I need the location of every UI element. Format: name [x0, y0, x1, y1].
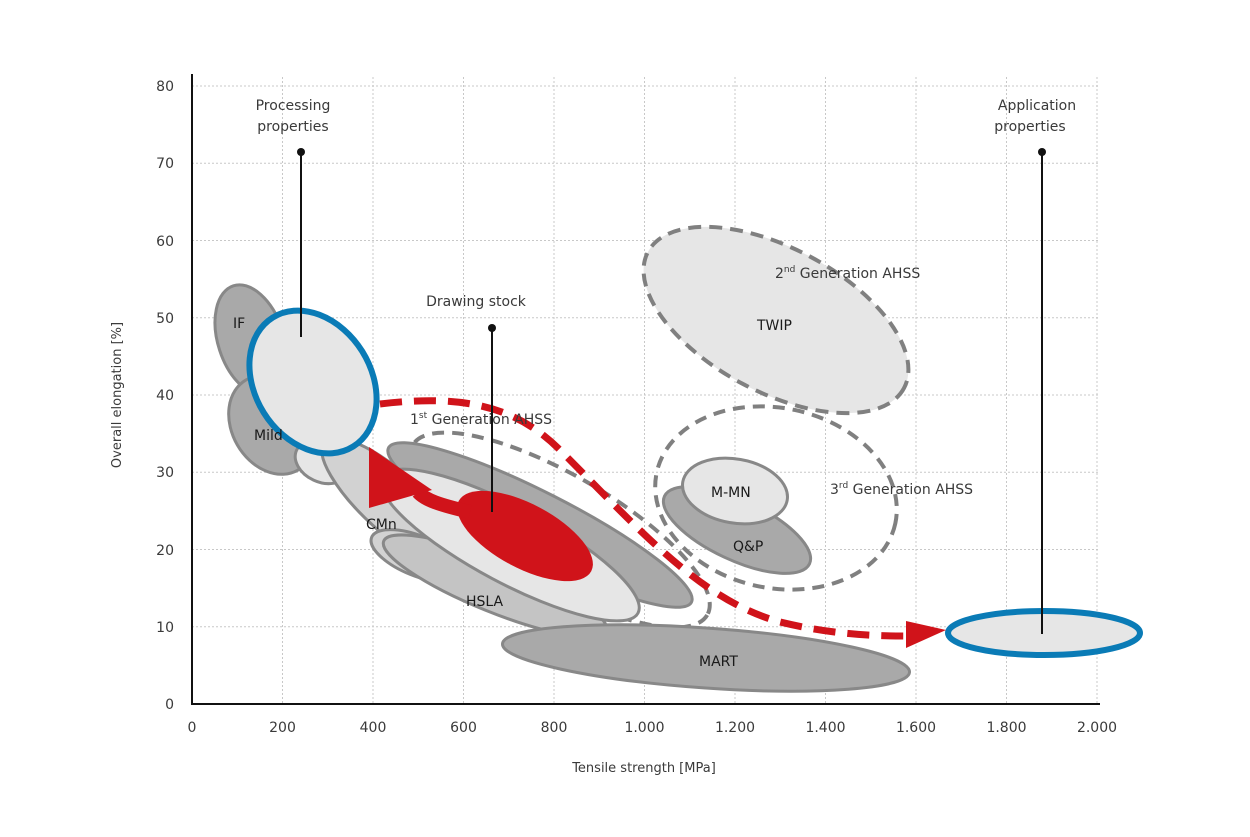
drawing-stock-label: Drawing stock: [426, 294, 527, 310]
mmn-label: M-MN: [711, 485, 751, 501]
y-tick: 20: [156, 543, 174, 559]
x-tick: 1.000: [624, 720, 664, 736]
axes: [191, 74, 1100, 705]
region-drawing-stock: [457, 490, 593, 582]
processing-properties-label-2: properties: [257, 119, 328, 135]
region-twip: [641, 224, 911, 416]
x-tick-labels: 0 200 400 600 800 1.000 1.200 1.400 1.60…: [188, 720, 1118, 736]
x-tick: 0: [188, 720, 197, 736]
arrows: [369, 397, 946, 648]
y-tick-labels: 0 10 20 30 40 50 60 70 80: [156, 79, 174, 713]
x-tick: 1.800: [986, 720, 1026, 736]
region-processing-target: [246, 307, 380, 457]
y-tick: 50: [156, 311, 174, 327]
y-tick: 30: [156, 465, 174, 481]
processing-pin-dot: [297, 148, 305, 156]
processing-arrow: [412, 486, 472, 519]
application-arrow: [379, 397, 906, 640]
x-tick: 2.000: [1077, 720, 1117, 736]
mild-label: Mild: [254, 428, 283, 444]
application-properties-label: Application: [998, 98, 1076, 114]
region-mart: [500, 623, 912, 693]
x-axis-title: Tensile strength [MPa]: [571, 761, 716, 776]
processing-properties-label: Processing: [256, 98, 331, 114]
x-tick: 400: [360, 720, 387, 736]
y-axis-title: Overall elongation [%]: [110, 322, 125, 468]
region-application-target: [945, 608, 1143, 658]
twip-label: TWIP: [756, 318, 792, 334]
annotation-pins: [297, 148, 1046, 634]
cmn-label: CMn: [366, 517, 397, 533]
y-tick: 60: [156, 234, 174, 250]
x-tick: 1.600: [896, 720, 936, 736]
x-tick: 600: [450, 720, 477, 736]
application-properties-label-2: properties: [994, 119, 1065, 135]
region-mmn: [681, 456, 789, 526]
qp-label: Q&P: [733, 539, 763, 555]
x-tick: 200: [269, 720, 296, 736]
region-3rd-gen-ahss: [653, 404, 899, 592]
x-tick: 1.400: [805, 720, 845, 736]
y-tick: 40: [156, 388, 174, 404]
regions: [213, 224, 1143, 693]
y-tick: 0: [165, 697, 174, 713]
mart-label: MART: [699, 654, 738, 670]
y-tick: 80: [156, 79, 174, 95]
gen2-label: 2nd Generation AHSS: [775, 265, 920, 282]
gen3-label: 3rd Generation AHSS: [830, 481, 973, 498]
y-tick: 70: [156, 156, 174, 172]
y-tick: 10: [156, 620, 174, 636]
gen1-label: 1st Generation AHSS: [410, 411, 552, 428]
x-tick: 1.200: [715, 720, 755, 736]
if-label: IF: [233, 316, 245, 332]
application-arrowhead-icon: [906, 621, 946, 648]
x-tick: 800: [541, 720, 568, 736]
drawing-stock-pin-dot: [488, 324, 496, 332]
processing-arrowhead-icon: [369, 447, 432, 508]
hsla-label: HSLA: [466, 594, 504, 610]
application-pin-dot: [1038, 148, 1046, 156]
